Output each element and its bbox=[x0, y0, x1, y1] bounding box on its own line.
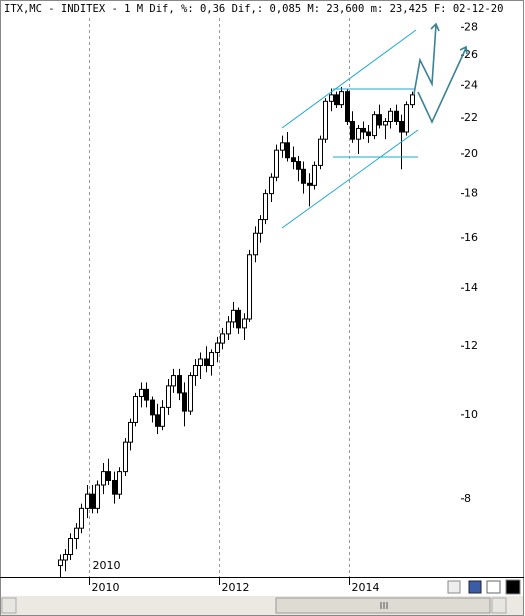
candle-body bbox=[58, 559, 63, 567]
arrow-up-path bbox=[413, 24, 437, 95]
candle-body bbox=[193, 365, 198, 377]
candle-body bbox=[160, 406, 165, 427]
channel-lines bbox=[281, 29, 419, 229]
candle-body bbox=[339, 91, 344, 106]
candle-body bbox=[150, 399, 155, 416]
candle-body bbox=[334, 94, 339, 106]
candle-body bbox=[95, 484, 100, 509]
candle-body bbox=[101, 471, 106, 486]
color-icon[interactable] bbox=[505, 579, 521, 595]
candle-body bbox=[388, 110, 393, 123]
candle-body bbox=[226, 321, 231, 335]
candle-body bbox=[274, 149, 279, 178]
x-tick-label: 2014 bbox=[352, 581, 380, 594]
candle-body bbox=[312, 164, 317, 186]
candle-body bbox=[345, 91, 350, 123]
candle-body bbox=[177, 375, 182, 394]
candle-body bbox=[285, 142, 290, 159]
plot-area: 8 10 12 14 16 18 20 22 24 26 28 2010 bbox=[58, 18, 478, 577]
y-tick-label: 22 bbox=[464, 111, 478, 124]
candle-body bbox=[301, 168, 306, 184]
candle-body bbox=[123, 441, 128, 473]
projection-arrows bbox=[413, 22, 468, 124]
x-tick-label: 2010 bbox=[92, 581, 120, 594]
candle-body bbox=[63, 554, 68, 561]
candle-body bbox=[247, 254, 252, 320]
scroll-right[interactable] bbox=[491, 597, 507, 614]
y-tick-label: 28 bbox=[464, 20, 478, 33]
candle-body bbox=[383, 121, 388, 126]
candle-body bbox=[68, 538, 73, 556]
candle-body bbox=[258, 219, 263, 234]
candle-body bbox=[182, 392, 187, 412]
candle-body bbox=[171, 375, 176, 387]
y-tick-label: 12 bbox=[464, 339, 478, 352]
y-tick-label: 18 bbox=[464, 187, 478, 200]
candle-body bbox=[74, 527, 79, 540]
y-tick-label: 14 bbox=[464, 281, 478, 294]
candle-body bbox=[377, 114, 382, 126]
save-icon[interactable] bbox=[468, 580, 482, 594]
candle-body bbox=[79, 507, 84, 529]
candle-body bbox=[361, 127, 366, 133]
candle-body bbox=[296, 161, 301, 170]
candle-body bbox=[253, 232, 258, 256]
candle-body bbox=[318, 138, 323, 166]
candle-body bbox=[85, 493, 90, 509]
x-tick-label: 2012 bbox=[222, 581, 250, 594]
y-tick-label: 8 bbox=[464, 492, 471, 505]
y-tick-label: 24 bbox=[464, 78, 478, 91]
candle-body bbox=[166, 385, 171, 408]
candle-body bbox=[236, 309, 241, 329]
candle-body bbox=[399, 121, 404, 133]
candle-body bbox=[133, 395, 138, 423]
y-tick-label: 10 bbox=[464, 408, 478, 421]
candle-body bbox=[112, 479, 117, 495]
arrow-down-up-path bbox=[417, 47, 467, 124]
candle-body bbox=[155, 414, 160, 427]
candle-body bbox=[139, 388, 144, 397]
candle-body bbox=[188, 375, 193, 412]
candle-body bbox=[350, 121, 355, 140]
candle-body bbox=[323, 100, 328, 140]
y-tick-label: 20 bbox=[464, 147, 478, 160]
candle-body bbox=[307, 182, 312, 186]
candle-body bbox=[204, 358, 209, 367]
channel-upper bbox=[281, 29, 417, 129]
candle-body bbox=[117, 471, 122, 495]
candle-body bbox=[356, 127, 361, 140]
y-tick-label: 26 bbox=[464, 48, 478, 61]
candle-body bbox=[410, 94, 415, 106]
channel-lower bbox=[281, 129, 419, 229]
candle-body bbox=[220, 333, 225, 344]
candle-body bbox=[263, 193, 268, 221]
tool-icon[interactable] bbox=[447, 580, 461, 594]
candle-body bbox=[242, 318, 247, 329]
chart-title: ITX,MC - INDITEX - 1 M Dif, %: 0,36 Dif,… bbox=[4, 3, 503, 15]
scroll-thumb[interactable] bbox=[275, 597, 491, 614]
candle-body bbox=[372, 114, 377, 137]
scroll-left[interactable] bbox=[1, 597, 17, 614]
candle-body bbox=[106, 471, 111, 481]
candle-body bbox=[269, 176, 274, 195]
candle-body bbox=[215, 342, 220, 354]
y-tick-label: 16 bbox=[464, 231, 478, 244]
candle-body bbox=[198, 358, 203, 367]
candle-body bbox=[291, 157, 296, 163]
candle-body bbox=[394, 110, 399, 123]
candle-body bbox=[366, 131, 371, 137]
candle-body bbox=[128, 421, 133, 443]
candle-body bbox=[280, 142, 285, 151]
candle-body bbox=[329, 94, 334, 102]
candle-body bbox=[90, 493, 95, 509]
candle-body bbox=[144, 388, 149, 401]
arrow-head bbox=[430, 22, 440, 32]
year-annotation: 2010 bbox=[93, 559, 121, 572]
candle-body bbox=[209, 352, 214, 367]
candle-body bbox=[404, 104, 409, 133]
candle-body bbox=[231, 309, 236, 323]
arrow-head bbox=[459, 45, 468, 55]
pin-icon[interactable] bbox=[486, 580, 501, 594]
